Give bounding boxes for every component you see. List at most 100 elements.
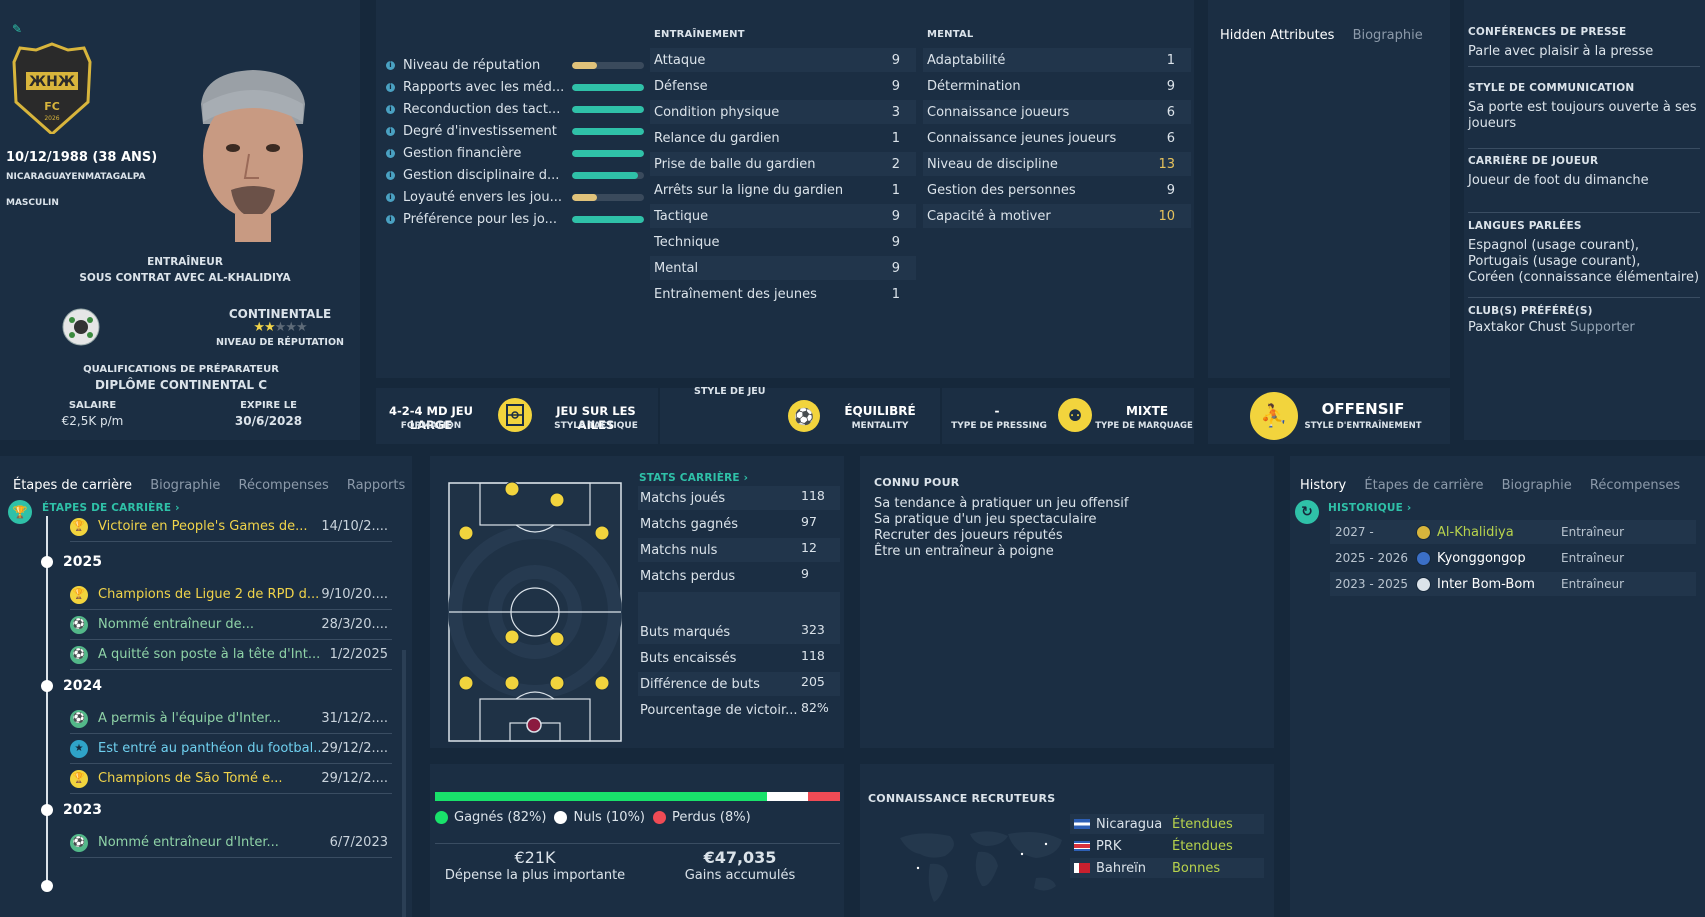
stat-label: Matchs joués [640,490,726,506]
date-of-birth: 10/12/1988 (38 ANS) [6,150,158,165]
meter-bar [572,171,644,179]
meter-row: i Gestion financière [386,142,646,164]
meter-bar [572,61,644,69]
continent-badge-icon [62,308,100,346]
gender: MASCULIN [6,198,59,208]
club-crest-icon: ЖHЖ FC 2026 [12,42,92,134]
player-dot [504,675,520,691]
fav-club-name[interactable]: Paxtakor Chust [1468,320,1566,335]
stat-row: Pourcentage de victoir... 82% [638,698,840,722]
meter-fill [572,193,598,201]
timeline-item[interactable]: 🏆 Champions de São Tomé e... 29/12/2.... [70,764,392,794]
tab-career-bio[interactable]: Biographie [150,478,221,493]
pressing-label: TYPE DE PRESSING [951,421,1047,431]
stat-row: Différence de buts 205 [638,672,840,696]
info-line: Coréen (connaissance élémentaire) [1468,270,1700,285]
timeline-item[interactable]: ⚽ A quitté son poste à la tête d'Int... 1/… [70,640,392,670]
info-divider [1468,297,1700,298]
timeline-date: 1/2/2025 [329,647,388,662]
history-club[interactable]: Al-Khalidiya [1437,524,1514,540]
history-row[interactable]: 2025 - 2026 Kyonggongop Entraîneur [1330,546,1696,570]
info-divider [1468,212,1700,213]
goalkeeper-dot [526,717,542,733]
svg-text:ЖHЖ: ЖHЖ [29,74,75,90]
timeline-text: A quitté son poste à la tête d'Int... [98,647,321,662]
info-icon[interactable]: i [386,148,395,158]
results-bar [435,792,840,801]
history-tabs: History Étapes de carrière Biographie Ré… [1300,478,1694,493]
attribute-value: 9 [1166,182,1175,198]
attribute-value: 9 [891,78,900,94]
timeline-item[interactable]: 🏆 Victoire en People's Games de... 14/10/2… [70,512,392,542]
history-header[interactable]: HISTORIQUE › [1328,502,1412,514]
salary-label: SALAIRE [68,400,117,411]
stat-label: Matchs perdus [640,568,736,584]
player-dot [504,482,520,497]
timeline-item[interactable]: ⚽ Nommé entraîneur d'Inter... 6/7/2023 [70,828,392,858]
info-icon[interactable]: i [386,60,395,70]
tab-history-bio[interactable]: Biographie [1501,478,1572,493]
stats-title[interactable]: STATS CARRIÈRE › [639,472,749,484]
info-icon[interactable]: i [386,104,395,114]
world-map-icon [900,831,1062,902]
tab-hidden-attributes[interactable]: Hidden Attributes [1220,28,1335,43]
info-icon[interactable]: i [386,82,395,92]
pressing-box: - TYPE DE PRESSING ⚉ MIXTE TYPE DE MARQU… [942,388,1194,444]
timeline-scrollbar[interactable] [402,650,406,917]
recruit-level: Étendues [1172,838,1233,854]
qualification-value: DIPLÔME CONTINENTAL C [94,378,268,392]
trophy-header-icon: 🏆 [8,500,32,524]
info-icon[interactable]: i [386,170,395,180]
meter-row: i Préférence pour les jo... [386,208,646,230]
training-style-icon: ⛹ [1250,392,1298,440]
timeline-line [46,516,48,886]
tab-history-awards[interactable]: Récompenses [1589,478,1681,493]
tab-career-awards[interactable]: Récompenses [238,478,329,493]
history-row[interactable]: 2027 - Al-Khalidiya Entraîneur [1330,520,1696,544]
tab-biographie[interactable]: Biographie [1352,28,1423,43]
star-icon: ★ [285,320,297,335]
career-header[interactable]: ÉTAPES DE CARRIÈRE › [42,502,180,514]
timeline-text: Victoire en People's Games de... [98,519,308,534]
info-icon[interactable]: i [386,126,395,136]
meter-bar [572,83,644,91]
reputation-label: NIVEAU DE RÉPUTATION [216,337,344,348]
attribute-label: Connaissance jeunes joueurs [927,130,1117,146]
stat-label: Buts encaissés [640,650,737,666]
info-title: CARRIÈRE DE JOUEUR [1468,155,1599,167]
attribute-label: Défense [654,78,708,94]
timeline-date: 28/3/20.... [321,617,388,632]
recruit-country[interactable]: Nicaragua [1096,816,1163,832]
tab-history[interactable]: History [1300,478,1347,493]
info-icon[interactable]: i [386,192,395,202]
known-for-line: Recruter des joueurs réputés [874,528,1063,543]
recruit-country[interactable]: PRK [1096,838,1122,854]
recruit-country[interactable]: Bahreïn [1096,860,1147,876]
tab-career-steps[interactable]: Étapes de carrière [13,478,133,493]
history-club[interactable]: Kyonggongop [1437,550,1526,566]
attribute-row: Défense 9 [650,74,916,98]
stat-label: Différence de buts [640,676,760,692]
club-crest-icon [1416,550,1431,566]
timeline-item[interactable]: ⚽ A permis à l'équipe d'Inter... 31/12/2..… [70,704,392,734]
timeline-item[interactable]: ⚽ Nommé entraîneur de... 28/3/20.... [70,610,392,640]
meter-bar [572,215,644,223]
edit-pencil-icon[interactable]: ✎ [12,22,23,36]
star-icon: ★ [253,320,265,335]
tab-history-career[interactable]: Étapes de carrière [1364,478,1484,493]
training-title: ENTRAÎNEMENT [654,29,745,40]
timeline-item[interactable]: ★ Est entré au panthéon du footbal... 29/1… [70,734,392,764]
meter-fill [572,83,644,91]
timeline-item[interactable]: 🏆 Champions de Ligue 2 de RPD d... 9/10/20… [70,580,392,610]
meter-label: Rapports avec les méd... [403,79,565,95]
meter-bar [572,127,644,135]
info-line: Sa porte est toujours ouverte à ses [1468,100,1697,115]
won-dot [435,811,448,824]
stat-spacer [638,592,840,620]
tab-career-reports[interactable]: Rapports [346,478,406,493]
known-for-title: CONNU POUR [874,476,960,489]
history-club[interactable]: Inter Bom-Bom [1437,576,1535,592]
history-row[interactable]: 2023 - 2025 Inter Bom-Bom Entraîneur [1330,572,1696,596]
info-icon[interactable]: i [386,214,395,224]
attribute-label: Prise de balle du gardien [654,156,816,172]
